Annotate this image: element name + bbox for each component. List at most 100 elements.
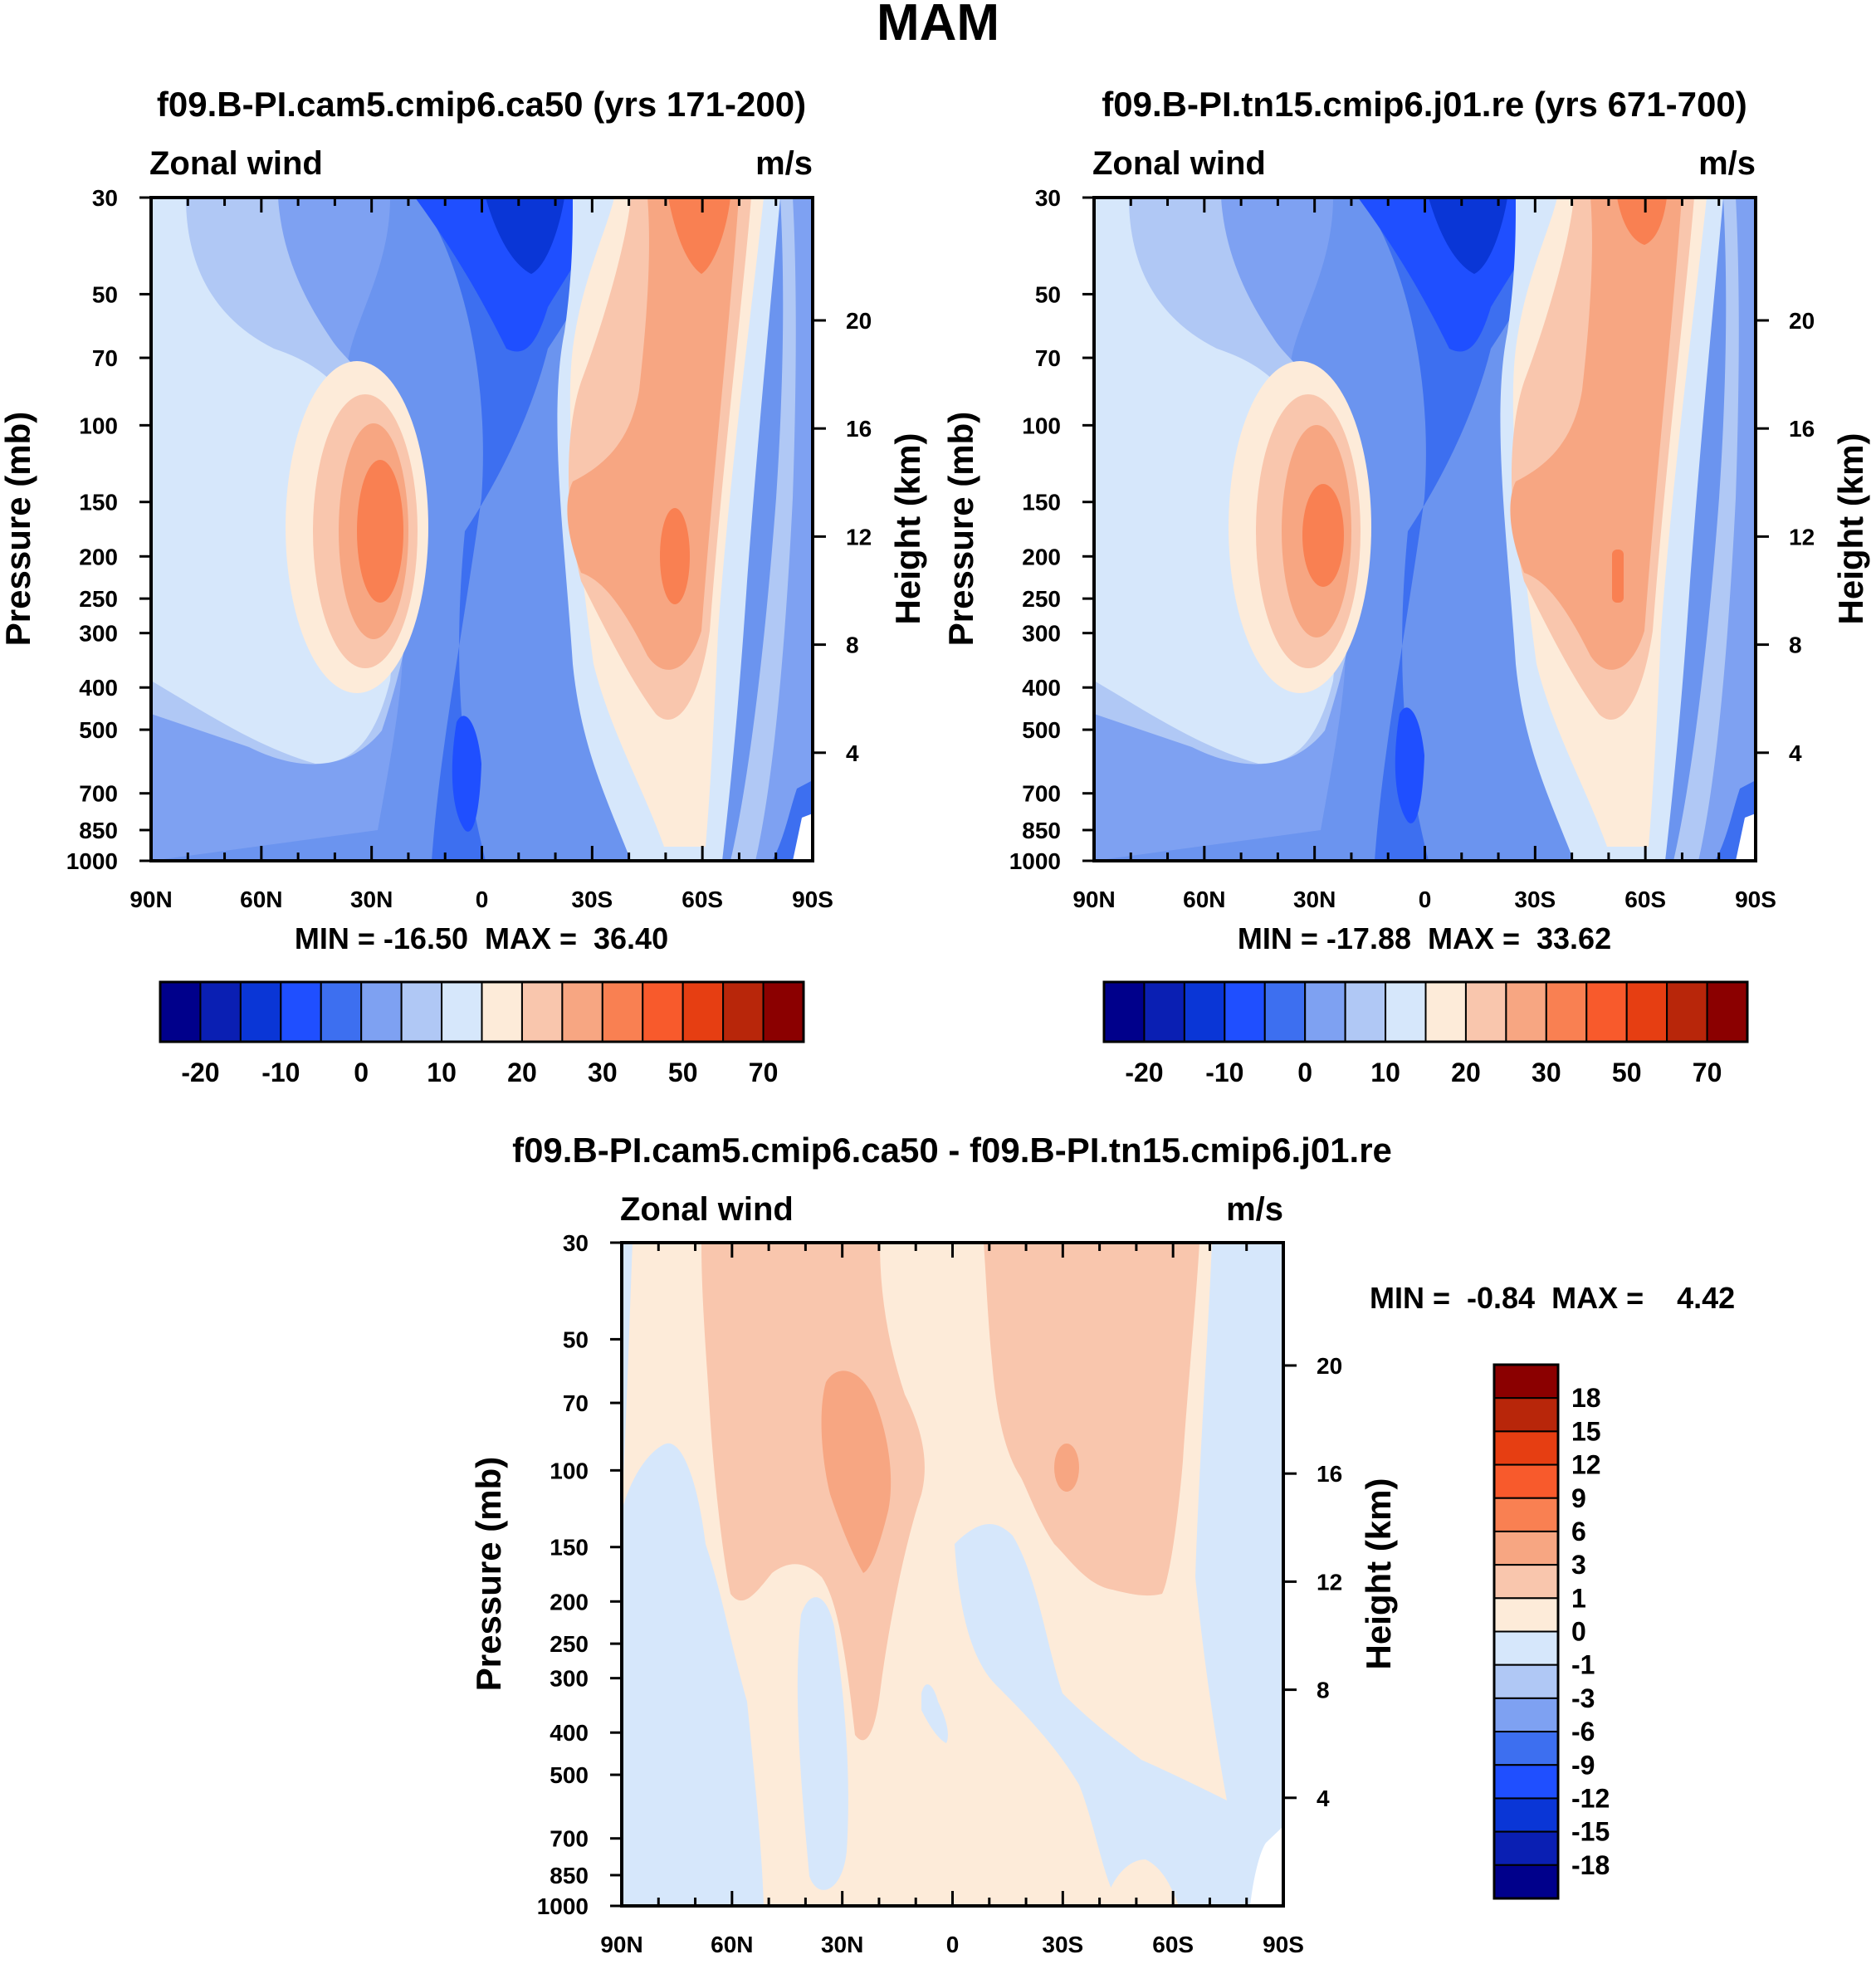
- colorbar-label: 12: [1571, 1450, 1601, 1480]
- x-tick-label: 30N: [821, 1932, 863, 1957]
- y-tick-label: 700: [1022, 781, 1061, 807]
- y-tick-label: 250: [550, 1631, 589, 1657]
- colorbar-label: 9: [1571, 1483, 1586, 1513]
- colorbar-swatch: [1183, 981, 1226, 1043]
- y-tick-label: 850: [1022, 818, 1061, 843]
- contour-fill: [1617, 198, 1667, 245]
- contour-fill: [1429, 198, 1507, 274]
- colorbar-label: -20: [1125, 1058, 1163, 1087]
- x-tick-label: 60N: [711, 1932, 753, 1957]
- colorbar-label: 0: [354, 1058, 369, 1087]
- colorbar-swatch: [1545, 981, 1588, 1043]
- contour-fill: [660, 508, 690, 604]
- y-tick-label: 50: [92, 281, 118, 307]
- contour-field: [151, 198, 813, 861]
- y2-tick-label: 4: [1789, 740, 1802, 766]
- contour-fill: [755, 198, 813, 861]
- y-tick-label: 70: [92, 345, 118, 371]
- y-tick-label: 850: [550, 1863, 589, 1888]
- contour-fill: [486, 198, 564, 274]
- y-tick-label: 150: [550, 1535, 589, 1561]
- colorbar: -20 -10 0 10 20 30 50 70: [1102, 980, 1749, 1087]
- colorbar-label: 30: [1532, 1058, 1561, 1087]
- y-tick-label: 700: [550, 1826, 589, 1852]
- x-tick-label: 30N: [350, 887, 393, 912]
- panel-title: f09.B-PI.cam5.cmip6.ca50 (yrs 171-200): [157, 85, 806, 124]
- colorbar-label: 70: [749, 1058, 779, 1087]
- contour-fill: [1612, 550, 1624, 603]
- contour-field: [622, 1243, 1283, 1906]
- contour-fill: [1698, 198, 1756, 861]
- colorbar-swatch: [642, 981, 684, 1043]
- colorbar-label: 70: [1693, 1058, 1722, 1087]
- y2-tick-label: 20: [1317, 1353, 1342, 1379]
- y-axis-title: Pressure (mb): [941, 412, 980, 646]
- colorbar-frame: [1492, 1363, 1560, 1900]
- colorbar-swatch: [159, 981, 202, 1043]
- panel-title: f09.B-PI.tn15.cmip6.j01.re (yrs 671-700): [1102, 85, 1747, 124]
- colorbar-swatch: [1493, 1597, 1559, 1633]
- min-max-stats: MIN = -16.50 MAX = 36.40: [295, 921, 668, 955]
- y-tick-label: 100: [79, 413, 118, 438]
- y-tick-label: 200: [550, 1589, 589, 1615]
- y-tick-label: 400: [550, 1720, 589, 1746]
- y-axis-title: Pressure (mb): [469, 1457, 508, 1691]
- units-label: m/s: [1698, 145, 1756, 182]
- colorbar-frame: [159, 980, 805, 1043]
- colorbar-swatch: [1263, 981, 1307, 1043]
- colorbar-label: -1: [1571, 1650, 1595, 1680]
- missing-data: [1736, 813, 1756, 861]
- contour-fill: [955, 1524, 1283, 1906]
- y-tick-label: 1000: [537, 1893, 589, 1919]
- colorbar-swatch: [280, 981, 322, 1043]
- colorbar-label: -20: [181, 1058, 219, 1087]
- x-tick-label: 30S: [1514, 887, 1556, 912]
- contour-fill: [821, 1370, 892, 1573]
- contour-fill: [1054, 1444, 1079, 1492]
- colorbar-label: -18: [1571, 1850, 1610, 1880]
- y2-axis-title: Height (km): [1359, 1478, 1398, 1670]
- colorbar-swatch: [1493, 1731, 1559, 1766]
- y-tick-label: 50: [563, 1326, 589, 1352]
- y-tick-label: 30: [1035, 185, 1061, 211]
- y2-tick-label: 12: [1789, 524, 1815, 550]
- contour-fill: [1195, 1243, 1283, 1835]
- x-tick-label: 90S: [1263, 1932, 1304, 1957]
- y-tick-label: 70: [563, 1390, 589, 1416]
- axes: 90N 60N 30N 0 30S 60S 90S 30 50 70 100 150 200 250 300…: [537, 1230, 1342, 1957]
- x-tick-label: 30S: [571, 887, 613, 912]
- colorbar-label: 3: [1571, 1550, 1586, 1580]
- colorbar-swatch: [1493, 1764, 1559, 1800]
- x-tick-label: 60S: [1152, 1932, 1194, 1957]
- y-tick-label: 300: [1022, 621, 1061, 647]
- colorbar-label: 10: [427, 1058, 457, 1087]
- colorbar-label: 18: [1571, 1383, 1601, 1413]
- colorbar-swatch: [239, 981, 282, 1043]
- y-tick-label: 1000: [66, 848, 118, 874]
- colorbar-label: -12: [1571, 1783, 1610, 1813]
- colorbar-label: -15: [1571, 1817, 1610, 1847]
- colorbar-swatch: [441, 981, 483, 1043]
- y-tick-label: 200: [1022, 544, 1061, 569]
- x-tick-label: 90S: [792, 887, 833, 912]
- contour-fill: [1104, 1859, 1179, 1906]
- y2-tick-label: 8: [1317, 1678, 1330, 1703]
- colorbar-swatch: [1224, 981, 1266, 1043]
- panel-difference: f09.B-PI.cam5.cmip6.ca50 - f09.B-PI.tn15…: [469, 1131, 1735, 1957]
- contour-fill: [1510, 198, 1682, 670]
- colorbar-swatch: [1493, 1864, 1559, 1899]
- x-tick-label: 90N: [129, 887, 172, 912]
- colorbar-label: -6: [1571, 1717, 1595, 1747]
- axes: 90N 60N 30N 0 30S 60S 90S 30 50 70 100 150 200 250 300…: [66, 185, 872, 912]
- x-tick-label: 90S: [1735, 887, 1776, 912]
- y-tick-label: 500: [79, 717, 118, 743]
- colorbar-swatch: [320, 981, 363, 1043]
- colorbar-frame: [1102, 980, 1749, 1043]
- x-tick-label: 90N: [600, 1932, 642, 1957]
- contour-fill: [797, 1597, 848, 1890]
- variable-label: Zonal wind: [149, 145, 323, 182]
- y-tick-label: 500: [550, 1762, 589, 1788]
- colorbar-swatch: [682, 981, 725, 1043]
- y2-axis-title: Height (km): [1831, 433, 1870, 625]
- contour-fill: [984, 1243, 1199, 1596]
